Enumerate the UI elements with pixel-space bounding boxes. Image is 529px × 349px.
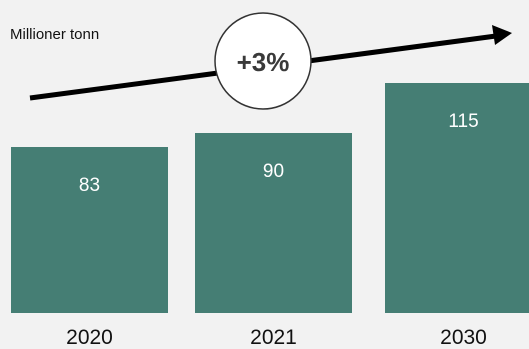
- category-label-2021: 2021: [250, 326, 297, 349]
- category-labels: 2020 2021 2030: [66, 326, 487, 349]
- growth-circle: [214, 12, 312, 110]
- category-label-2020: 2020: [66, 326, 113, 349]
- bar-value-label-2020: 83: [79, 175, 100, 196]
- bar-value-labels: 83 90 115: [79, 111, 479, 196]
- bar-2020: [11, 147, 168, 313]
- growth-annotation: +3%: [237, 47, 290, 77]
- bar-value-label-2021: 90: [263, 161, 284, 182]
- bar-2030: [385, 83, 529, 313]
- unit-label: Millioner tonn: [10, 26, 99, 43]
- growth-badge: +3%: [214, 12, 312, 110]
- category-label-2030: 2030: [440, 326, 487, 349]
- bar-2021: [195, 133, 352, 313]
- bars-group: [11, 83, 529, 313]
- growth-arrow-head: [492, 25, 512, 45]
- bar-value-label-2030: 115: [448, 111, 478, 132]
